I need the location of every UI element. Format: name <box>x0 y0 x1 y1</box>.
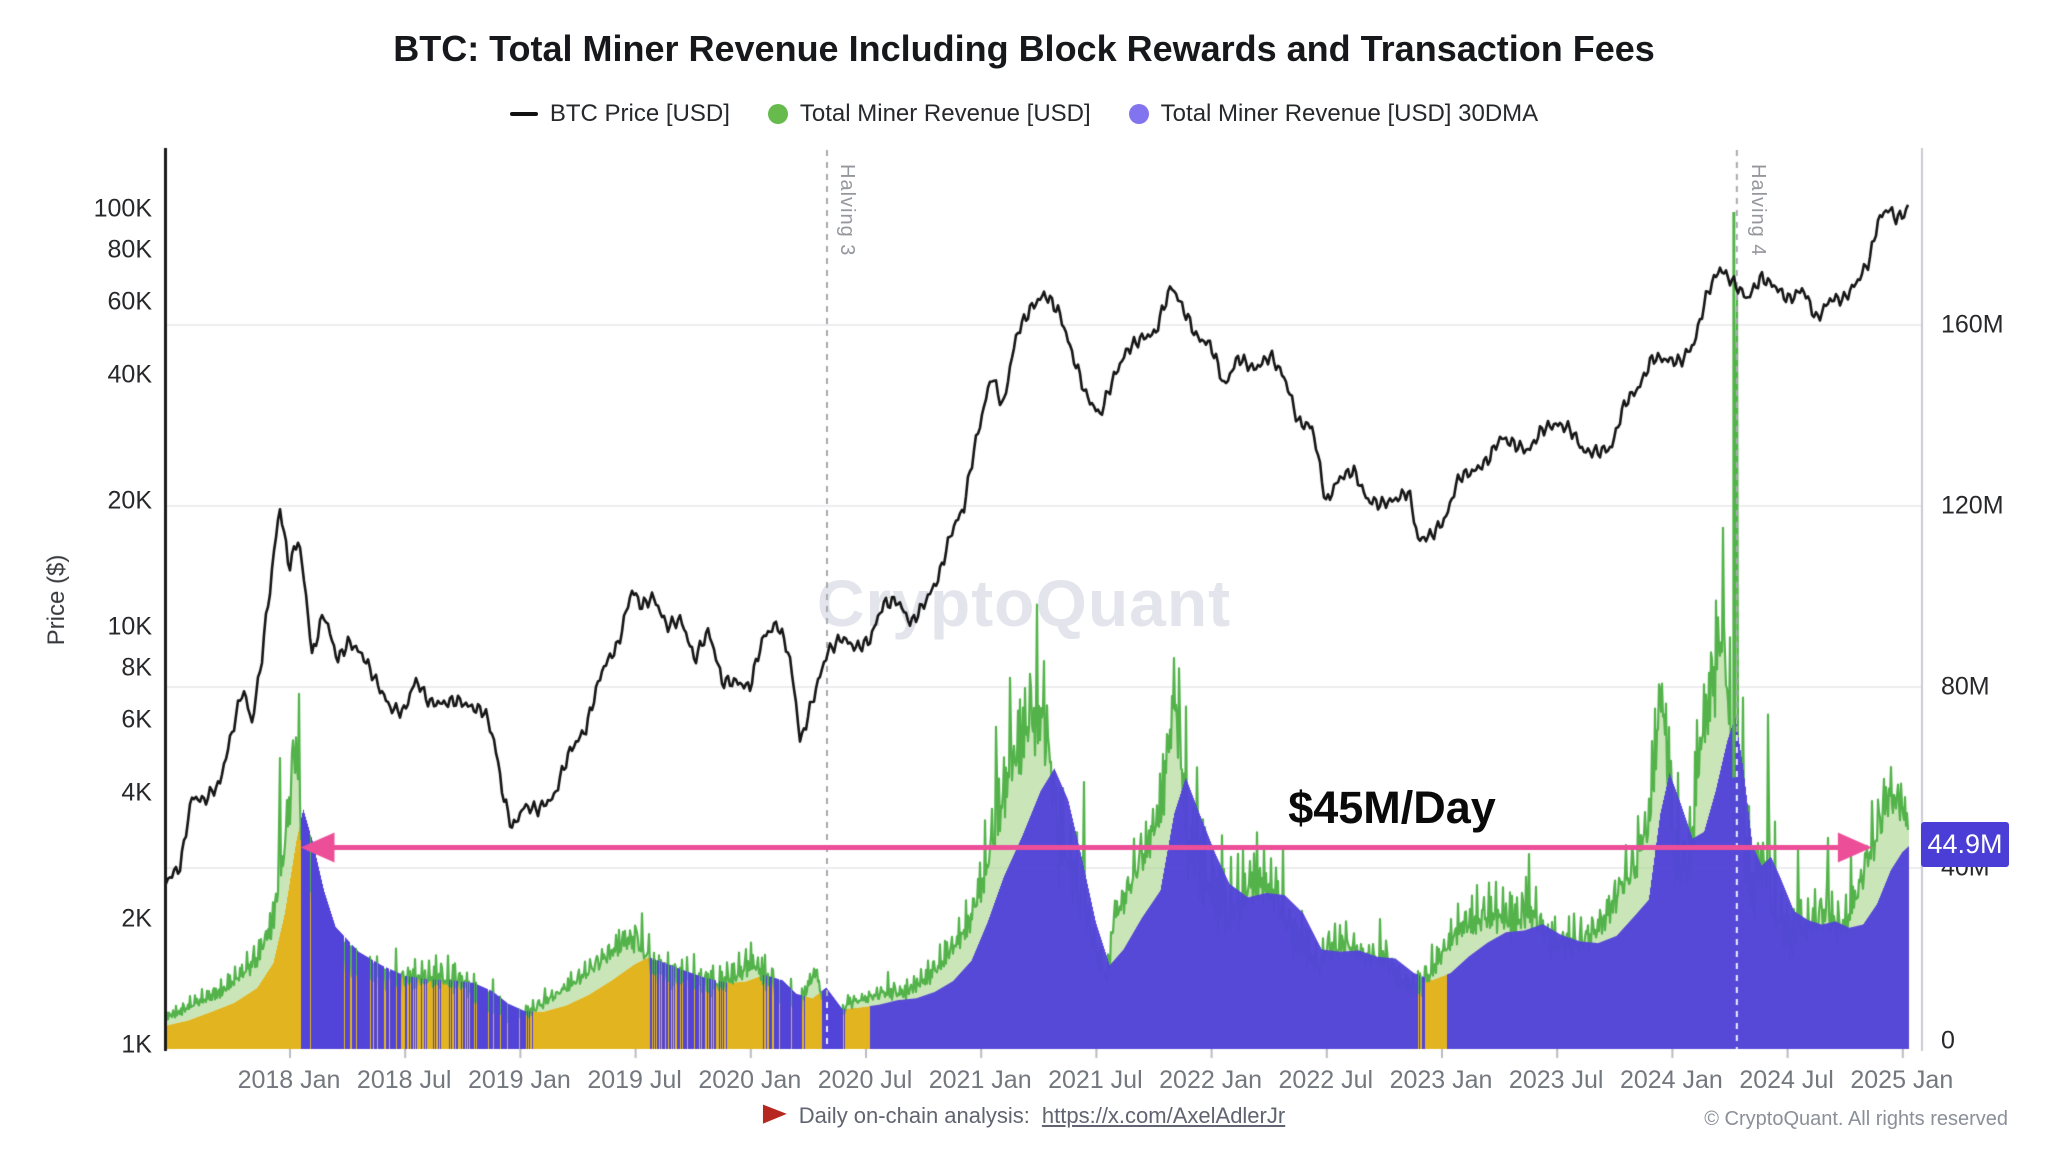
halving-4-label: Halving 4 <box>1747 164 1769 257</box>
x-axis-tick: 2023 Jul <box>1508 1066 1604 1094</box>
45m-per-day-annotation: $45M/Day <box>1288 782 1496 833</box>
y-axis-left-tick: 100K <box>93 194 152 223</box>
legend-item-2[interactable]: Total Miner Revenue [USD] 30DMA <box>1128 100 1539 128</box>
x-axis-tick: 2022 Jul <box>1278 1066 1374 1094</box>
y-axis-left-tick: 1K <box>121 1030 152 1059</box>
y-axis-left-tick: 4K <box>121 778 152 807</box>
y-axis-left-tick: 2K <box>121 904 152 933</box>
legend-label: BTC Price [USD] <box>549 100 730 127</box>
x-axis-tick: 2018 Jul <box>356 1066 452 1094</box>
chart-legend: BTC Price [USD] Total Miner Revenue [USD]… <box>0 100 2048 128</box>
legend-label: Total Miner Revenue [USD] <box>799 100 1091 127</box>
x-axis-tick: 2024 Jan <box>1619 1066 1723 1094</box>
x-axis-tick: 2025 Jan <box>1850 1066 1954 1094</box>
x-axis-tick: 2019 Jul <box>587 1066 682 1094</box>
y-axis-left-tick: 10K <box>107 612 152 641</box>
copyright-text: © CryptoQuant. All rights reserved <box>1704 1108 2008 1130</box>
footer-note-text: Daily on-chain analysis: <box>798 1103 1030 1128</box>
y-axis-right-tick: 120M <box>1941 491 2004 520</box>
x-axis-tick: 2024 Jul <box>1739 1066 1834 1094</box>
y-axis-right-tick: 0 <box>1941 1026 1955 1055</box>
x-axis-tick: 2019 Jan <box>467 1066 571 1094</box>
author-link[interactable]: https://x.com/AxelAdlerJr <box>1041 1103 1286 1128</box>
halving-3-label: Halving 3 <box>836 164 858 257</box>
y-axis-left-tick: 80K <box>107 235 152 263</box>
page-title: BTC: Total Miner Revenue Including Block… <box>393 28 1655 69</box>
legend-dot-marker <box>1128 104 1149 124</box>
legend-line-marker <box>509 112 538 116</box>
legend-dot-marker <box>767 104 788 124</box>
y-axis-left-tick: 8K <box>121 653 152 681</box>
y-axis-left-tick: 60K <box>107 287 152 316</box>
x-axis-tick: 2022 Jan <box>1159 1066 1263 1094</box>
legend-label: Total Miner Revenue [USD] 30DMA <box>1160 100 1539 127</box>
current-30dma-value-badge: 44.9M <box>1921 822 2009 867</box>
x-axis-tick: 2021 Jul <box>1048 1066 1143 1094</box>
red-flag-icon <box>762 1104 787 1124</box>
y-axis-right-tick: 80M <box>1941 672 1990 701</box>
y-axis-right-tick: 160M <box>1941 310 2004 339</box>
y-axis-left-tick: 40K <box>107 360 152 389</box>
footer-analysis-note: Daily on-chain analysis: https://x.com/A… <box>762 1103 1286 1129</box>
y-axis-left-tick: 6K <box>121 705 152 734</box>
x-axis-tick: 2020 Jul <box>817 1066 913 1094</box>
x-axis-tick: 2018 Jan <box>237 1066 341 1094</box>
x-axis-tick: 2020 Jan <box>698 1066 802 1094</box>
x-axis-tick: 2021 Jan <box>928 1066 1032 1094</box>
y-axis-left-tick: 20K <box>107 486 152 515</box>
legend-item-0[interactable]: BTC Price [USD] <box>509 100 730 128</box>
x-axis-tick: 2023 Jan <box>1389 1066 1493 1094</box>
legend-item-1[interactable]: Total Miner Revenue [USD] <box>767 100 1091 128</box>
